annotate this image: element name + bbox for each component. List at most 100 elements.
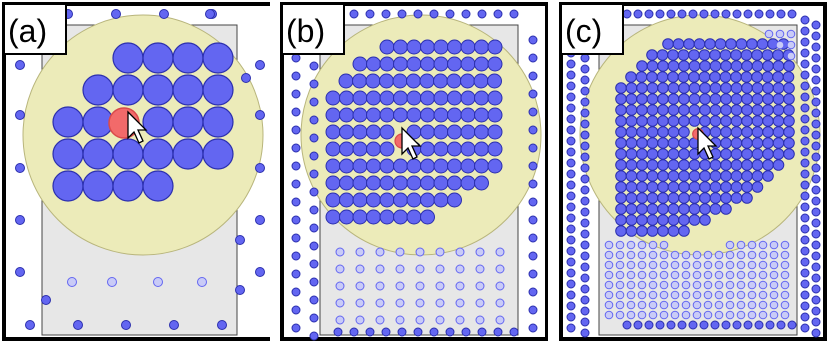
lens-dot [667,71,679,83]
lens-dot [688,214,701,226]
faint-dot [615,240,625,250]
lens-dot [730,126,743,138]
lens-dot [447,107,462,123]
outer-dot [291,179,301,189]
faint-dot [714,290,724,300]
lens-dot [379,56,395,72]
lens-dot [406,158,422,174]
outer-dot [699,9,709,19]
faint-dot [670,260,680,270]
faint-dot [758,290,768,300]
faint-dot [659,240,669,250]
faint-dot [615,270,625,280]
lens-dot [709,126,722,138]
faint-dot [395,315,405,325]
lens-dot [352,124,368,140]
outer-dot [291,197,301,207]
lens-dot [625,126,638,138]
lens-dot [756,38,769,50]
faint-dot [395,281,405,291]
lens-dot [474,90,489,106]
outer-dot [580,317,590,327]
lens-dot [657,181,669,193]
outer-dot [754,320,764,330]
outer-dot [580,262,590,272]
faint-dot [648,250,658,260]
outer-dot [15,267,25,277]
faint-dot [455,264,465,274]
faint-dot [637,280,647,290]
outer-dot [15,60,25,70]
faint-dot [626,270,636,280]
lens-dot [366,90,381,106]
faint-dot [670,280,680,290]
outer-dot [776,9,786,19]
lens-dot [709,82,722,94]
lens-dot [646,214,659,226]
lens-dot [433,158,449,174]
outer-dot [309,313,319,323]
faint-dot [604,300,614,310]
lens-dot [379,158,395,174]
outer-dot [580,273,590,283]
faint-dot [637,260,647,270]
outer-dot [349,327,359,337]
lens-dot [433,56,449,72]
lens-dot [636,192,648,204]
faint-dot [435,264,445,274]
outer-dot [566,246,576,256]
outer-dot [811,108,821,118]
lens-dot [433,39,449,55]
lens-dot [678,214,690,226]
faint-dot [725,250,735,260]
outer-dot [800,191,810,201]
outer-dot [776,320,786,330]
outer-dot [811,240,821,250]
outer-dot [566,114,576,124]
faint-dot [604,280,614,290]
lens-dot [142,42,174,74]
outer-dot [800,59,810,69]
outer-dot [528,305,538,315]
lens-dot [678,104,690,116]
lens-dot [678,82,690,94]
outer-dot [309,115,319,125]
lens-dot [460,56,476,72]
faint-dot [648,310,658,320]
panel-b-label: (b) [286,13,325,49]
outer-dot [580,108,590,118]
lens-dot [646,71,658,83]
lens-dot [433,107,449,123]
lens-dot [667,159,680,171]
lens-dot [393,175,408,191]
outer-dot [528,179,538,189]
lens-dot [783,82,795,94]
outer-dot [811,152,821,162]
outer-dot [800,92,810,102]
faint-dot [415,281,425,291]
outer-dot [121,320,131,330]
lens-dot [460,107,476,123]
lens-dot [325,209,341,225]
faint-dot [758,280,768,290]
faint-dot [780,240,790,250]
lens-dot [406,56,422,72]
lens-dot [678,159,690,171]
outer-dot [566,169,576,179]
faint-dot [355,281,365,291]
lens-dot [636,82,648,94]
lens-dot [474,158,489,174]
outer-dot [800,279,810,289]
lens-dot [379,39,395,55]
lens-dot [667,82,680,94]
faint-dot [758,270,768,280]
outer-dot [811,229,821,239]
faint-dot [604,270,614,280]
faint-dot [659,290,669,300]
outer-dot [528,89,538,99]
lens-dot [762,170,774,182]
faint-dot [780,280,790,290]
outer-dot [291,53,301,63]
lens-dot [636,225,648,237]
lens-dot [352,90,368,106]
